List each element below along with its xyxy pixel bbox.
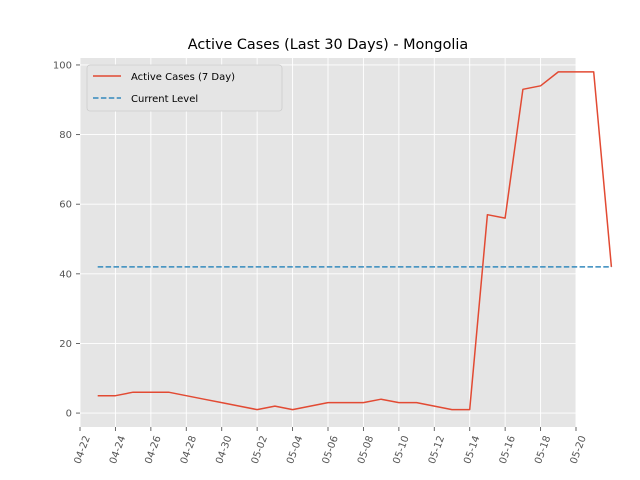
legend-box xyxy=(86,64,283,112)
series-line-0 xyxy=(97,71,613,411)
x-tick-label: 05-08 xyxy=(356,434,376,465)
y-axis: 0 20 40 60 80 100 xyxy=(53,60,80,420)
x-tick-label: 05-06 xyxy=(321,434,341,465)
legend: Active Cases (7 Day) Current Level xyxy=(86,64,283,112)
y-tick-label: 20 xyxy=(59,339,72,350)
x-tick-label: 05-14 xyxy=(462,434,482,465)
x-tick-label: 05-02 xyxy=(250,434,270,465)
x-tick-label: 05-16 xyxy=(498,434,518,465)
x-tick-label: 04-22 xyxy=(73,434,93,465)
y-tick-label: 80 xyxy=(59,130,72,141)
legend-label-1: Current Level xyxy=(131,94,198,105)
chart-title: Active Cases (Last 30 Days) - Mongolia xyxy=(188,37,468,53)
x-tick-label: 04-26 xyxy=(143,434,163,465)
x-tick-label: 05-18 xyxy=(533,434,553,465)
grid-lines xyxy=(79,58,577,427)
y-tick-label: 100 xyxy=(53,60,72,71)
y-tick-label: 40 xyxy=(59,269,72,280)
x-tick-label: 05-10 xyxy=(391,434,411,465)
x-axis: 04-22 04-24 04-26 04-28 04-30 05-02 05-04 05-06… xyxy=(73,427,589,466)
y-tick-label: 0 xyxy=(66,409,72,420)
x-tick-label: 05-04 xyxy=(285,434,305,465)
x-tick-label: 04-28 xyxy=(179,434,199,465)
x-tick-label: 04-24 xyxy=(108,434,128,465)
series-layer xyxy=(97,71,613,411)
x-tick-label: 05-20 xyxy=(569,434,589,465)
x-tick-label: 04-30 xyxy=(214,434,234,465)
x-tick-label: 05-12 xyxy=(427,434,447,465)
legend-label-0: Active Cases (7 Day) xyxy=(131,72,235,83)
y-tick-label: 60 xyxy=(59,200,72,211)
